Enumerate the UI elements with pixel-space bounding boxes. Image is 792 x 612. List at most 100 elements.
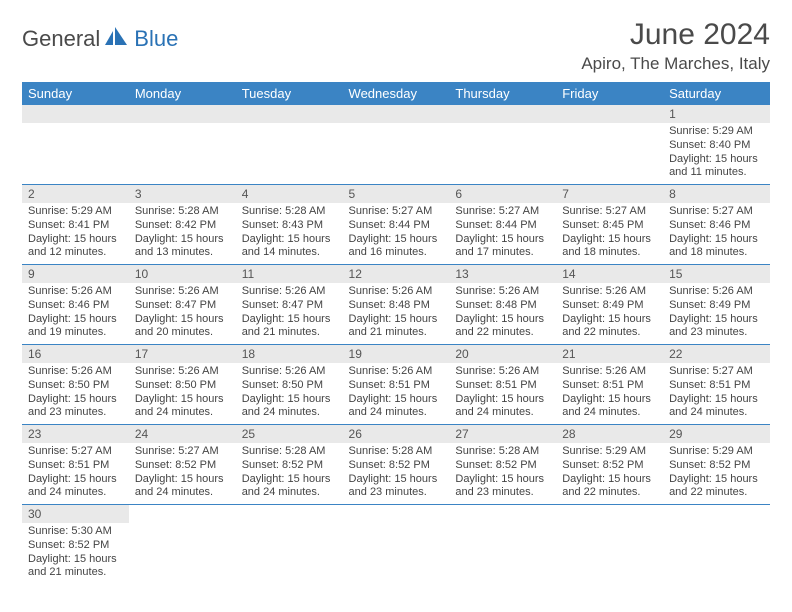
day-number: 14 (556, 265, 663, 283)
sunrise-text: Sunrise: 5:26 AM (349, 365, 444, 379)
calendar-row: 9Sunrise: 5:26 AMSunset: 8:46 PMDaylight… (22, 265, 770, 345)
daylight-text: Daylight: 15 hours and 16 minutes. (349, 233, 444, 261)
sunset-text: Sunset: 8:46 PM (669, 219, 764, 233)
calendar-cell: 9Sunrise: 5:26 AMSunset: 8:46 PMDaylight… (22, 265, 129, 345)
daylight-text: Daylight: 15 hours and 18 minutes. (562, 233, 657, 261)
sunset-text: Sunset: 8:41 PM (28, 219, 123, 233)
sunset-text: Sunset: 8:52 PM (135, 459, 230, 473)
daylight-text: Daylight: 15 hours and 23 minutes. (455, 473, 550, 501)
day-body: Sunrise: 5:27 AMSunset: 8:46 PMDaylight:… (663, 203, 770, 264)
daylight-text: Daylight: 15 hours and 24 minutes. (135, 473, 230, 501)
sunset-text: Sunset: 8:48 PM (455, 299, 550, 313)
day-body: Sunrise: 5:26 AMSunset: 8:46 PMDaylight:… (22, 283, 129, 344)
sunset-text: Sunset: 8:45 PM (562, 219, 657, 233)
daylight-text: Daylight: 15 hours and 23 minutes. (669, 313, 764, 341)
day-body: Sunrise: 5:28 AMSunset: 8:52 PMDaylight:… (343, 443, 450, 504)
day-number: 17 (129, 345, 236, 363)
day-number: 28 (556, 425, 663, 443)
brand-part1: General (22, 26, 100, 52)
calendar-cell (236, 105, 343, 185)
sunset-text: Sunset: 8:50 PM (28, 379, 123, 393)
daylight-text: Daylight: 15 hours and 14 minutes. (242, 233, 337, 261)
day-number: 19 (343, 345, 450, 363)
brand-logo: General Blue (22, 26, 178, 52)
calendar-cell: 12Sunrise: 5:26 AMSunset: 8:48 PMDayligh… (343, 265, 450, 345)
calendar-table: Sunday Monday Tuesday Wednesday Thursday… (22, 82, 770, 584)
day-body: Sunrise: 5:28 AMSunset: 8:52 PMDaylight:… (236, 443, 343, 504)
day-number: 1 (663, 105, 770, 123)
sunset-text: Sunset: 8:50 PM (135, 379, 230, 393)
calendar-cell (449, 505, 556, 585)
calendar-cell (663, 505, 770, 585)
weekday-header: Thursday (449, 82, 556, 105)
sunset-text: Sunset: 8:42 PM (135, 219, 230, 233)
day-number: 15 (663, 265, 770, 283)
day-body: Sunrise: 5:27 AMSunset: 8:44 PMDaylight:… (449, 203, 556, 264)
day-number: 5 (343, 185, 450, 203)
weekday-header: Wednesday (343, 82, 450, 105)
sunrise-text: Sunrise: 5:28 AM (135, 205, 230, 219)
day-number: 24 (129, 425, 236, 443)
calendar-cell (343, 505, 450, 585)
header: General Blue June 2024 Apiro, The Marche… (22, 18, 770, 74)
calendar-cell (556, 105, 663, 185)
day-body: Sunrise: 5:28 AMSunset: 8:43 PMDaylight:… (236, 203, 343, 264)
day-body: Sunrise: 5:26 AMSunset: 8:48 PMDaylight:… (343, 283, 450, 344)
calendar-cell: 11Sunrise: 5:26 AMSunset: 8:47 PMDayligh… (236, 265, 343, 345)
daylight-text: Daylight: 15 hours and 21 minutes. (242, 313, 337, 341)
day-body: Sunrise: 5:30 AMSunset: 8:52 PMDaylight:… (22, 523, 129, 584)
sunset-text: Sunset: 8:43 PM (242, 219, 337, 233)
calendar-cell: 5Sunrise: 5:27 AMSunset: 8:44 PMDaylight… (343, 185, 450, 265)
day-number: 21 (556, 345, 663, 363)
day-body: Sunrise: 5:27 AMSunset: 8:51 PMDaylight:… (663, 363, 770, 424)
calendar-cell: 13Sunrise: 5:26 AMSunset: 8:48 PMDayligh… (449, 265, 556, 345)
sunrise-text: Sunrise: 5:26 AM (28, 365, 123, 379)
sunrise-text: Sunrise: 5:26 AM (135, 285, 230, 299)
day-body: Sunrise: 5:28 AMSunset: 8:42 PMDaylight:… (129, 203, 236, 264)
sunrise-text: Sunrise: 5:26 AM (562, 365, 657, 379)
sunset-text: Sunset: 8:52 PM (242, 459, 337, 473)
calendar-row: 23Sunrise: 5:27 AMSunset: 8:51 PMDayligh… (22, 425, 770, 505)
calendar-cell: 10Sunrise: 5:26 AMSunset: 8:47 PMDayligh… (129, 265, 236, 345)
calendar-cell: 30Sunrise: 5:30 AMSunset: 8:52 PMDayligh… (22, 505, 129, 585)
daylight-text: Daylight: 15 hours and 22 minutes. (455, 313, 550, 341)
sunrise-text: Sunrise: 5:26 AM (349, 285, 444, 299)
calendar-cell (236, 505, 343, 585)
day-body: Sunrise: 5:29 AMSunset: 8:41 PMDaylight:… (22, 203, 129, 264)
calendar-cell: 6Sunrise: 5:27 AMSunset: 8:44 PMDaylight… (449, 185, 556, 265)
daylight-text: Daylight: 15 hours and 24 minutes. (669, 393, 764, 421)
weekday-header-row: Sunday Monday Tuesday Wednesday Thursday… (22, 82, 770, 105)
sails-icon (104, 27, 130, 52)
sunrise-text: Sunrise: 5:26 AM (562, 285, 657, 299)
calendar-cell: 25Sunrise: 5:28 AMSunset: 8:52 PMDayligh… (236, 425, 343, 505)
sunset-text: Sunset: 8:52 PM (562, 459, 657, 473)
day-body: Sunrise: 5:26 AMSunset: 8:49 PMDaylight:… (556, 283, 663, 344)
sunset-text: Sunset: 8:49 PM (562, 299, 657, 313)
sunset-text: Sunset: 8:49 PM (669, 299, 764, 313)
sunset-text: Sunset: 8:51 PM (669, 379, 764, 393)
sunrise-text: Sunrise: 5:26 AM (242, 285, 337, 299)
calendar-cell: 22Sunrise: 5:27 AMSunset: 8:51 PMDayligh… (663, 345, 770, 425)
sunrise-text: Sunrise: 5:26 AM (455, 285, 550, 299)
day-number: 18 (236, 345, 343, 363)
calendar-cell: 17Sunrise: 5:26 AMSunset: 8:50 PMDayligh… (129, 345, 236, 425)
day-number: 26 (343, 425, 450, 443)
sunset-text: Sunset: 8:46 PM (28, 299, 123, 313)
sunset-text: Sunset: 8:40 PM (669, 139, 764, 153)
sunset-text: Sunset: 8:47 PM (242, 299, 337, 313)
title-block: June 2024 Apiro, The Marches, Italy (581, 18, 770, 74)
calendar-cell: 18Sunrise: 5:26 AMSunset: 8:50 PMDayligh… (236, 345, 343, 425)
daylight-text: Daylight: 15 hours and 24 minutes. (28, 473, 123, 501)
calendar-cell (343, 105, 450, 185)
calendar-cell: 29Sunrise: 5:29 AMSunset: 8:52 PMDayligh… (663, 425, 770, 505)
sunrise-text: Sunrise: 5:26 AM (242, 365, 337, 379)
sunset-text: Sunset: 8:52 PM (28, 539, 123, 553)
day-body: Sunrise: 5:26 AMSunset: 8:51 PMDaylight:… (556, 363, 663, 424)
sunrise-text: Sunrise: 5:28 AM (242, 445, 337, 459)
day-body: Sunrise: 5:26 AMSunset: 8:47 PMDaylight:… (129, 283, 236, 344)
daylight-text: Daylight: 15 hours and 11 minutes. (669, 153, 764, 181)
day-number: 3 (129, 185, 236, 203)
calendar-cell: 21Sunrise: 5:26 AMSunset: 8:51 PMDayligh… (556, 345, 663, 425)
day-number-blank (236, 105, 343, 123)
daylight-text: Daylight: 15 hours and 19 minutes. (28, 313, 123, 341)
